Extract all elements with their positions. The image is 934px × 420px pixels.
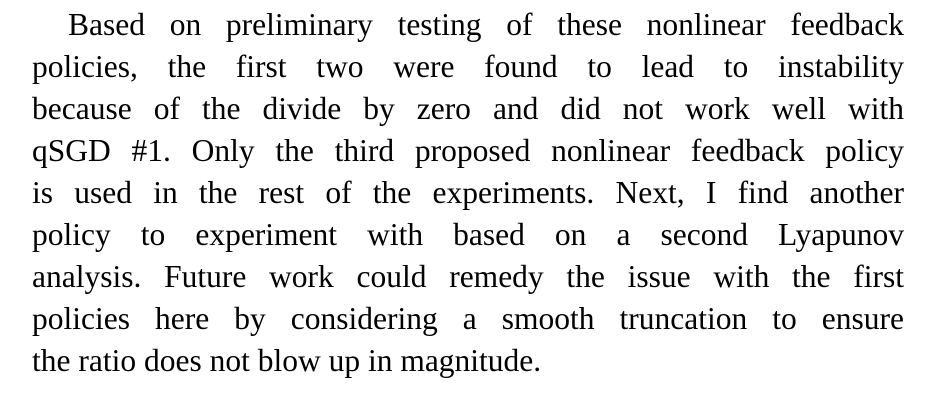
body-paragraph: Based on preliminary testing of these no…: [32, 4, 904, 382]
paragraph-line-6: policy to experiment with based on a sec…: [32, 217, 904, 252]
paragraph-line-3: because of the divide by zero and did no…: [32, 91, 904, 126]
paragraph-line-7: analysis. Future work could remedy the i…: [32, 259, 904, 294]
paragraph-line-8: policies here by considering a smooth tr…: [32, 301, 904, 336]
paragraph-line-1: Based on preliminary testing of these no…: [68, 7, 904, 42]
paragraph-line-2: policies, the first two were found to le…: [32, 49, 904, 84]
document-page: Based on preliminary testing of these no…: [32, 4, 904, 382]
paragraph-line-9: the ratio does not blow up in magnitude.: [32, 343, 542, 378]
paragraph-line-5: is used in the rest of the experiments. …: [32, 175, 904, 210]
paragraph-line-4: qSGD #1. Only the third proposed nonline…: [32, 133, 904, 168]
